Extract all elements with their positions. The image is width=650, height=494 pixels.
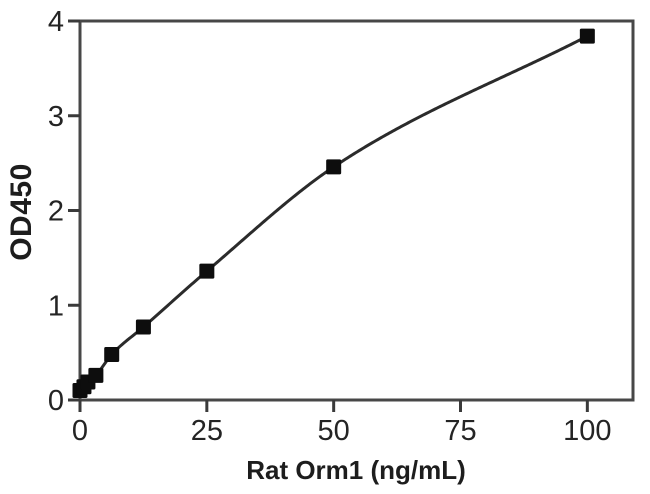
x-tick-label: 25 bbox=[191, 415, 223, 447]
y-tick-label: 4 bbox=[48, 6, 64, 38]
x-tick-label: 75 bbox=[444, 415, 476, 447]
data-point-marker bbox=[326, 159, 342, 175]
x-tick-label: 100 bbox=[563, 415, 611, 447]
data-point-marker bbox=[199, 263, 215, 279]
fit-curve bbox=[78, 34, 589, 393]
data-point-marker bbox=[88, 367, 104, 383]
x-axis-title: Rat Orm1 (ng/mL) bbox=[246, 455, 466, 485]
data-point-marker bbox=[104, 347, 120, 363]
data-point-marker bbox=[135, 319, 151, 335]
y-tick-label: 1 bbox=[48, 290, 64, 322]
chart-layer: 0 25 50 75 100 0 1 2 3 4 bbox=[48, 6, 635, 447]
x-tick-label: 0 bbox=[72, 415, 88, 447]
y-axis-title: OD450 bbox=[5, 163, 38, 261]
y-tick-label: 3 bbox=[48, 101, 64, 133]
data-point-marker bbox=[579, 28, 595, 44]
x-tick-label: 50 bbox=[318, 415, 350, 447]
y-tick-label: 0 bbox=[48, 385, 64, 417]
y-tick-label: 2 bbox=[48, 196, 64, 228]
plot-frame bbox=[78, 19, 635, 402]
